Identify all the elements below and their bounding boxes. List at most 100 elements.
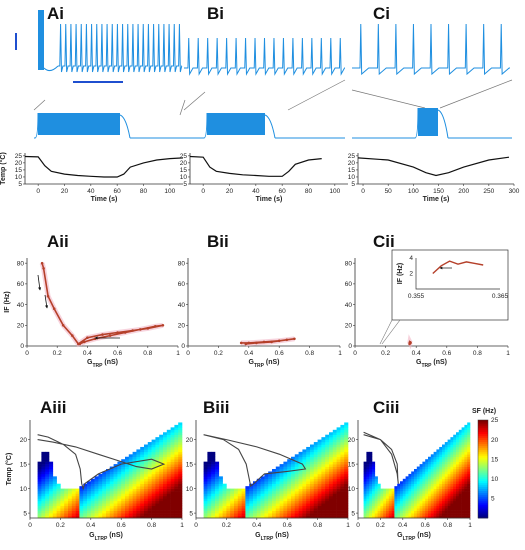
ciii-heat-cell <box>464 495 468 499</box>
biii-heat-cell <box>237 515 242 519</box>
aiii-heat-cell <box>83 495 88 499</box>
ciii-heat-cell <box>388 500 392 504</box>
biii-heat-cell <box>340 464 345 467</box>
ciii-heat-cell <box>425 471 429 475</box>
biii-heat-cell <box>332 493 337 497</box>
biii-heat-cell <box>264 495 269 499</box>
ciii-heat-cell <box>369 466 373 470</box>
biii-heat-cell <box>329 495 334 499</box>
aiii-heat-cell <box>102 513 107 516</box>
aiii-heat-cell <box>136 493 141 497</box>
aiii-heat-cell <box>151 483 156 487</box>
biii-heat-cell <box>287 488 292 492</box>
aiii-heat-cell <box>121 481 126 484</box>
bi-temp-xtick-label: 100 <box>329 188 340 195</box>
aiii-heat-cell <box>45 483 50 487</box>
biii-heat-cell <box>313 508 318 511</box>
aiii-heat-cell <box>155 471 160 475</box>
ciii-heat-cell <box>366 461 370 465</box>
ciii-heat-cell <box>408 478 412 482</box>
aiii-heat-cell <box>113 476 118 480</box>
ciii-heat-cell <box>414 471 418 475</box>
biii-heat-cell <box>260 498 265 502</box>
biii-heat-cell <box>313 483 318 487</box>
ciii-heat-cell <box>461 486 465 489</box>
ciii-heat-cell <box>442 481 446 484</box>
biii-heat-cell <box>279 515 284 519</box>
aiii-heat-cell <box>102 500 107 504</box>
ciii-heat-cell <box>414 478 418 482</box>
ciii-heat-cell <box>442 478 446 482</box>
aiii-heat-cell <box>136 498 141 502</box>
ciii-heat-cell <box>363 464 367 467</box>
ciii-heat-cell <box>419 481 423 484</box>
ciii-heat-cell <box>394 500 398 504</box>
ciii-heat-cell <box>433 486 437 489</box>
ciii-heat-cell <box>425 505 429 509</box>
ciii-heat-cell <box>422 500 426 504</box>
biii-heat-cell <box>241 493 246 497</box>
ciii-heat-cell <box>453 446 457 450</box>
ciii-heat-cell <box>363 488 367 492</box>
ciii-xtick-label: 0.8 <box>443 522 452 529</box>
aiii-heat-cell <box>170 473 175 477</box>
biii-heat-cell <box>310 488 315 492</box>
ciii-heat-cell <box>461 471 465 475</box>
biii-heat-cell <box>306 505 311 509</box>
biii-heat-cell <box>317 473 322 477</box>
biii-heat-cell <box>287 483 292 487</box>
aiii-heat-cell <box>125 473 130 477</box>
biii-heat-cell <box>317 439 322 443</box>
aiii-heat-cell <box>94 486 99 489</box>
aiii-heat-cell <box>155 498 160 502</box>
biii-heat-cell <box>298 508 303 511</box>
biii-heat-cell <box>332 500 337 504</box>
biii-heat-cell <box>218 498 223 502</box>
ciii-heat-cell <box>450 439 454 443</box>
ciii-heat-cell <box>402 478 406 482</box>
ciii-heat-cell <box>442 515 446 519</box>
bi-activity-block <box>207 113 265 135</box>
aiii-heat-cell <box>41 466 46 470</box>
biii-heat-cell <box>256 505 261 509</box>
aiii-heat-cell <box>79 491 84 494</box>
aiii-heat-cell <box>174 444 179 448</box>
biii-heat-cell <box>260 505 265 509</box>
biii-heat-cell <box>283 473 288 477</box>
ciii-heat-cell <box>453 434 457 438</box>
aiii-heat-cell <box>102 508 107 511</box>
ciii-heat-cell <box>388 505 392 509</box>
biii-heat-cell <box>302 508 307 511</box>
ciii-heat-cell <box>461 427 465 431</box>
aiii-heat-cell <box>132 459 137 462</box>
biii-heat-cell <box>332 466 337 470</box>
biii-heat-cell <box>298 476 303 480</box>
ciii-heat-cell <box>363 486 367 489</box>
biii-heat-cell <box>317 476 322 480</box>
aiii-heat-cell <box>136 449 141 453</box>
aiii-heat-cell <box>170 427 175 431</box>
biii-heat-cell <box>344 513 349 516</box>
biii-heat-cell <box>317 498 322 502</box>
aiii-heat-cell <box>121 486 126 489</box>
aiii-heat-cell <box>144 476 149 480</box>
aiii-heat-cell <box>41 459 46 462</box>
aiii-heat-cell <box>125 481 130 484</box>
aii-data-point <box>108 334 112 337</box>
biii-heat-cell <box>256 478 261 482</box>
ciii-heat-cell <box>456 469 460 472</box>
biii-heat-cell <box>283 464 288 467</box>
biii-heat-cell <box>313 442 318 445</box>
biii-heat-cell <box>215 469 220 472</box>
aiii-heat-cell <box>98 478 103 482</box>
ciii-heat-cell <box>453 473 457 477</box>
aiii-heat-cell <box>132 478 137 482</box>
aiii-heat-cell <box>49 508 54 511</box>
ciii-heat-cell <box>394 493 398 497</box>
biii-heat-cell <box>329 491 334 494</box>
ciii-heat-cell <box>408 486 412 489</box>
biii-heat-cell <box>222 510 227 514</box>
ai-temp-xlabel: Time (s) <box>91 196 118 203</box>
ciii-heat-cell <box>456 515 460 519</box>
biii-heat-cell <box>253 483 258 487</box>
